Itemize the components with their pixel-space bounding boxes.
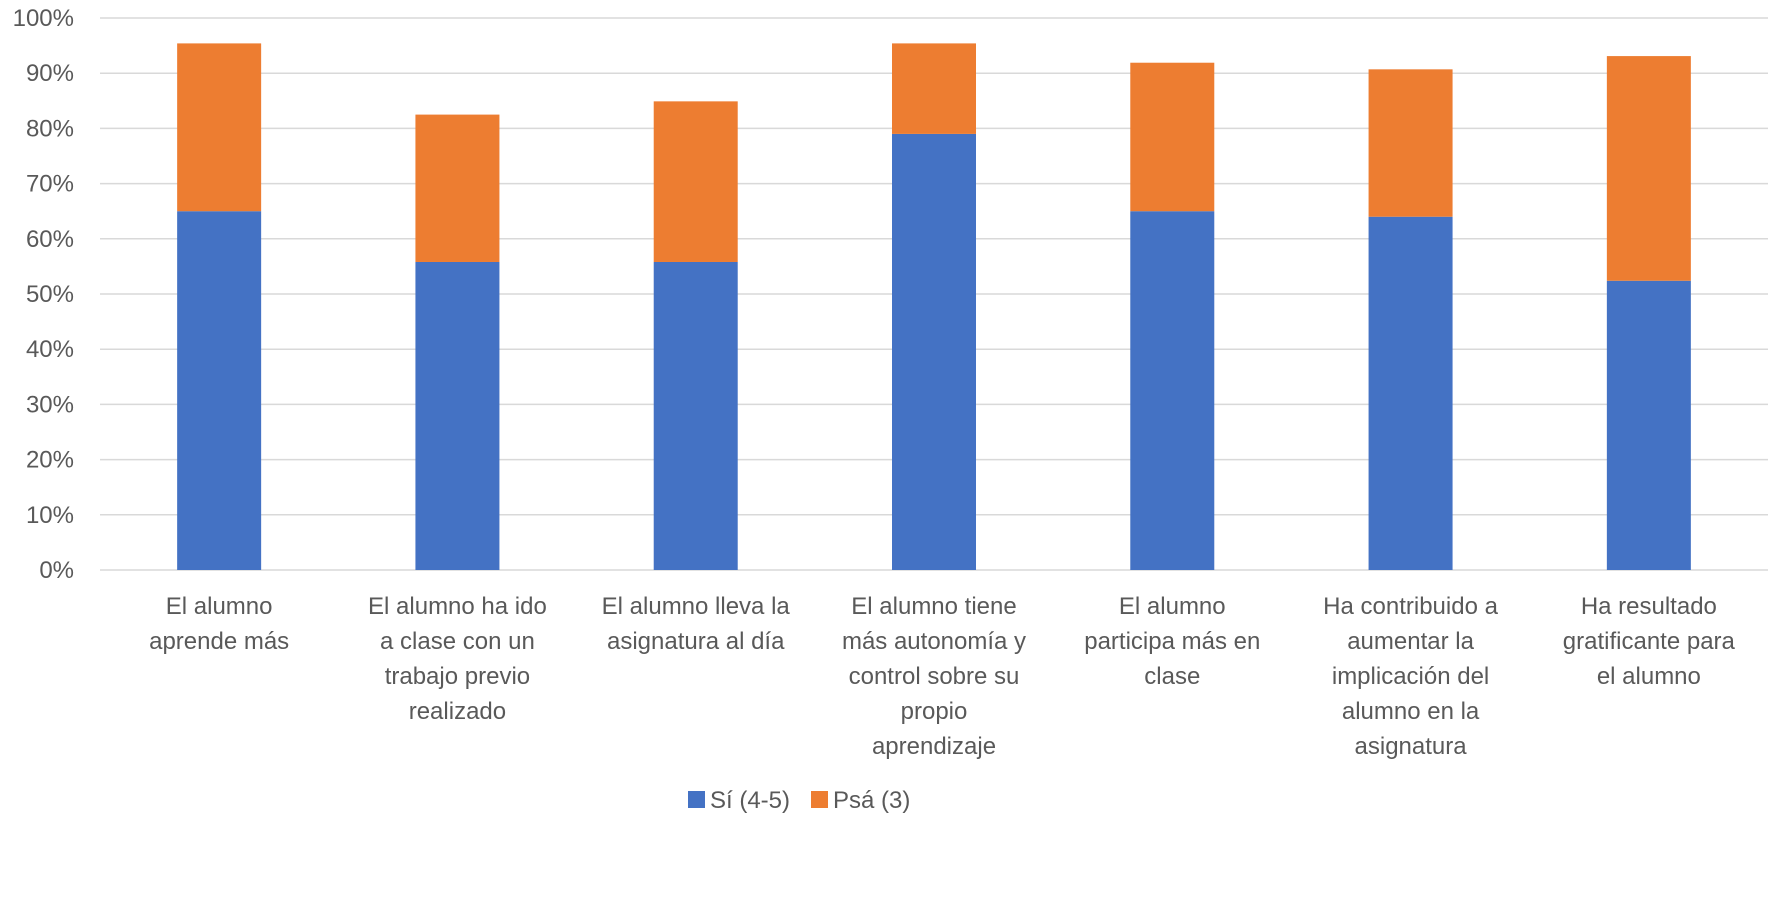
bar-segment-psa <box>1368 69 1453 217</box>
y-tick-label: 40% <box>26 336 74 363</box>
legend: Sí (4-5) Psá (3) <box>688 787 910 814</box>
legend-swatch <box>688 791 705 808</box>
x-category-label: El alumno participa más en clase <box>1084 593 1260 690</box>
x-category-label: Ha contribuido a aumentar la implicación d… <box>1323 593 1498 760</box>
legend-label: Psá (3) <box>833 787 910 814</box>
x-category-line: Ha contribuido a <box>1323 593 1498 620</box>
x-category-line: gratificante para <box>1563 628 1736 655</box>
x-category-label: El alumno ha ido a clase con un trabajo pr… <box>368 593 547 725</box>
x-category-line: aprendizaje <box>872 733 996 760</box>
x-category-line: Ha resultado <box>1581 593 1717 620</box>
bar-segment-si <box>1368 216 1453 570</box>
legend-swatch <box>811 791 828 808</box>
y-tick-label: 90% <box>26 60 74 87</box>
bar-segment-si <box>177 211 262 570</box>
x-category-line: asignatura al día <box>607 628 785 655</box>
x-category-line: participa más en <box>1084 628 1260 655</box>
bar-segment-si <box>653 261 738 570</box>
bars <box>177 43 1691 571</box>
y-tick-label: 80% <box>26 115 74 142</box>
y-tick-label: 20% <box>26 447 74 474</box>
x-category-line: realizado <box>409 698 506 725</box>
x-category-label: El alumno tiene más autonomía y control so… <box>842 593 1026 760</box>
x-category-label: Ha resultado gratificante para el alumno <box>1563 593 1736 690</box>
y-tick-label: 100% <box>13 5 74 32</box>
bar-segment-si <box>1130 211 1215 570</box>
x-category-line: el alumno <box>1597 663 1701 690</box>
x-category-line: El alumno ha ido <box>368 593 547 620</box>
x-axis-categories: El alumno aprende más El alumno ha ido a cl… <box>149 593 1735 760</box>
x-category-line: El alumno lleva la <box>602 593 791 620</box>
x-category-line: El alumno <box>1119 593 1226 620</box>
y-axis-ticks: 0% 10% 20% 30% 40% 50% 60% 70% 80% 90% 100% <box>13 5 74 584</box>
y-tick-label: 70% <box>26 171 74 198</box>
x-category-line: implicación del <box>1332 663 1489 690</box>
y-tick-label: 50% <box>26 281 74 308</box>
y-tick-label: 10% <box>26 502 74 529</box>
bar-segment-si <box>415 261 500 570</box>
x-category-line: a clase con un <box>380 628 535 655</box>
x-category-line: clase <box>1144 663 1200 690</box>
x-category-line: trabajo previo <box>385 663 530 690</box>
bar-segment-si <box>1606 280 1691 570</box>
y-tick-label: 60% <box>26 226 74 253</box>
x-category-line: propio <box>901 698 968 725</box>
bar-segment-psa <box>415 114 500 262</box>
bar-segment-psa <box>1606 56 1691 281</box>
x-category-line: más autonomía y <box>842 628 1026 655</box>
x-category-label: El alumno aprende más <box>149 593 289 655</box>
x-category-line: aumentar la <box>1347 628 1474 655</box>
legend-label: Sí (4-5) <box>710 787 790 814</box>
bar-segment-psa <box>653 101 738 262</box>
bar-segment-psa <box>177 43 262 212</box>
bar-segment-si <box>892 133 976 571</box>
x-category-line: El alumno <box>166 593 273 620</box>
x-category-line: asignatura <box>1355 733 1468 760</box>
y-tick-label: 0% <box>39 557 74 584</box>
x-category-line: control sobre su <box>849 663 1020 690</box>
y-tick-label: 30% <box>26 391 74 418</box>
x-category-line: alumno en la <box>1342 698 1480 725</box>
x-category-label: El alumno lleva la asignatura al día <box>602 593 791 655</box>
x-category-line: El alumno tiene <box>851 593 1016 620</box>
bar-segment-psa <box>892 43 976 134</box>
x-category-line: aprende más <box>149 628 289 655</box>
bar-segment-psa <box>1130 62 1215 212</box>
